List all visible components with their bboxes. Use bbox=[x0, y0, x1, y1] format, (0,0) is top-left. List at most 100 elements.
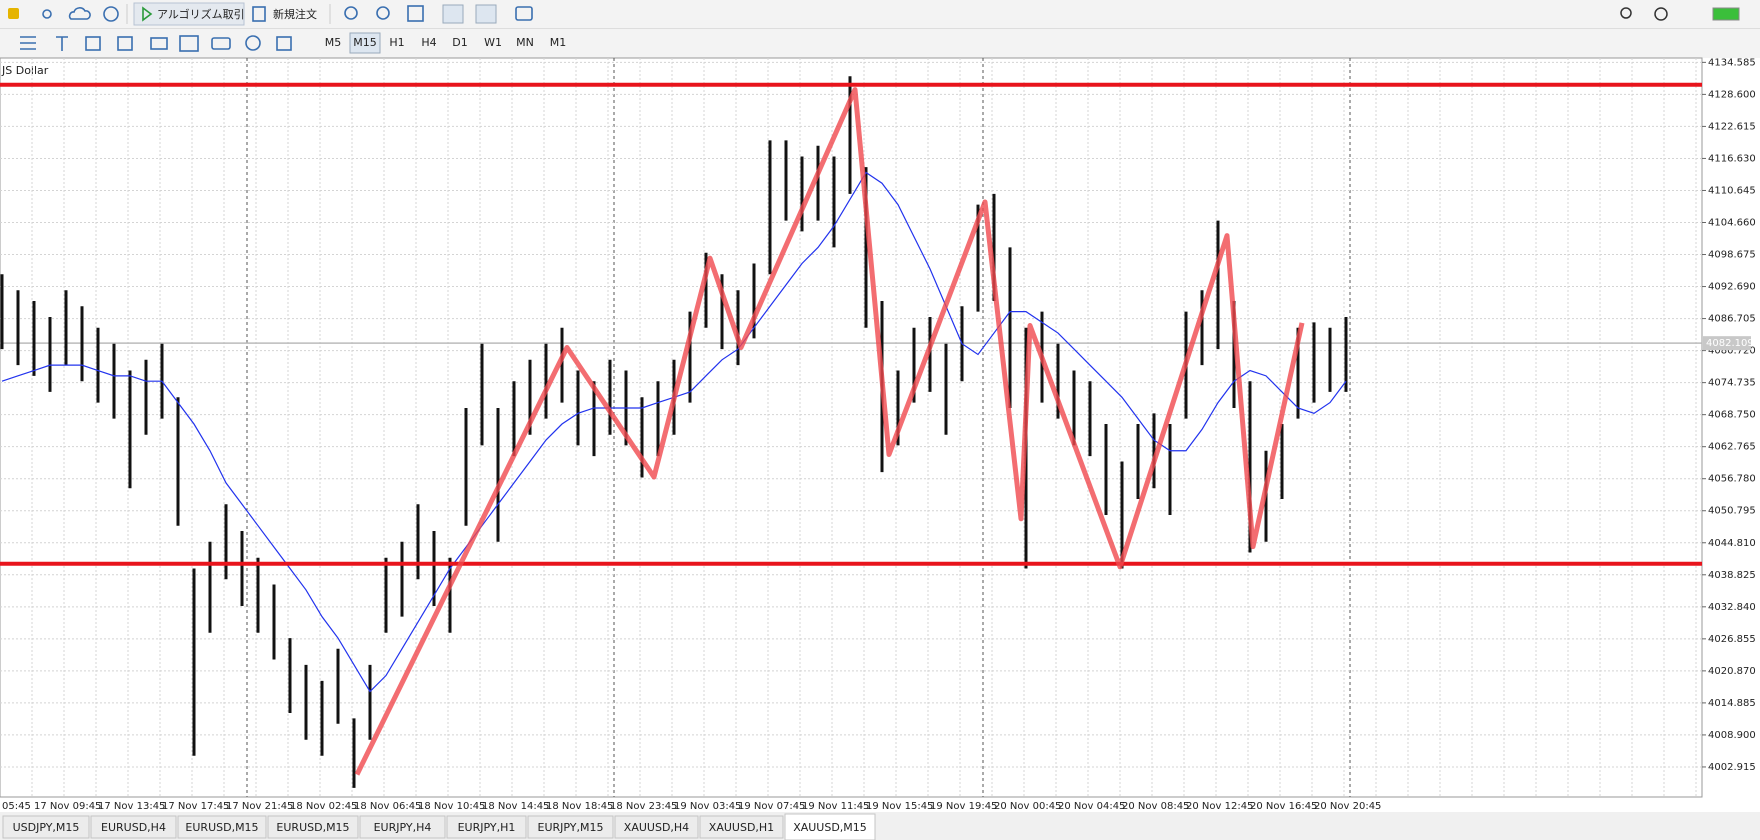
algo-button[interactable] bbox=[133, 2, 245, 26]
search-icon[interactable] bbox=[1620, 7, 1632, 19]
y-tick-label: 4068.750 bbox=[1708, 410, 1756, 421]
button-tool[interactable] bbox=[211, 37, 231, 50]
x-tick-label: 19 Nov 07:45 bbox=[738, 801, 805, 812]
tab[interactable] bbox=[699, 815, 784, 839]
zoom-out-icon[interactable] bbox=[376, 6, 390, 20]
indicator-tool[interactable] bbox=[179, 35, 199, 52]
y-tick-label: 4020.870 bbox=[1708, 666, 1756, 677]
y-tick-label: 4038.825 bbox=[1708, 570, 1756, 581]
y-tick-label: 4080.720 bbox=[1708, 346, 1756, 357]
x-tick-label: 17 Nov 17:45 bbox=[162, 801, 229, 812]
x-tick-label: 19 Nov 03:45 bbox=[674, 801, 741, 812]
tab[interactable] bbox=[446, 815, 527, 839]
tab-label[interactable]: XAUUSD,H1 bbox=[709, 821, 774, 834]
x-tick-label: 20 Nov 12:45 bbox=[1186, 801, 1253, 812]
symbol-label: JS Dollar bbox=[1, 64, 49, 77]
timeframe-active[interactable] bbox=[349, 32, 381, 54]
tab[interactable] bbox=[614, 815, 699, 839]
timeframe-button[interactable]: MN bbox=[516, 36, 534, 49]
x-tick-label: 20 Nov 04:45 bbox=[1058, 801, 1125, 812]
current-price-bg bbox=[1703, 336, 1751, 351]
shapes-tool[interactable] bbox=[245, 35, 261, 51]
tab[interactable] bbox=[267, 815, 359, 839]
tab-label[interactable]: EURJPY,H1 bbox=[458, 821, 516, 834]
tile-icon[interactable] bbox=[407, 5, 424, 22]
y-tick-label: 4122.615 bbox=[1708, 121, 1756, 132]
tab[interactable] bbox=[2, 815, 90, 839]
x-tick-label: 19 Nov 11:45 bbox=[802, 801, 869, 812]
y-tick-label: 4128.600 bbox=[1708, 89, 1756, 100]
timeframe-button[interactable]: M1 bbox=[550, 36, 567, 49]
connection-icon bbox=[1712, 7, 1740, 21]
tab[interactable] bbox=[527, 815, 614, 839]
x-tick-label: 05:45 bbox=[2, 801, 31, 812]
y-tick-label: 4050.795 bbox=[1708, 506, 1756, 517]
order-label[interactable]: 新規注文 bbox=[273, 7, 317, 21]
tab-label[interactable]: EURUSD,M15 bbox=[276, 821, 349, 834]
x-tick-label: 19 Nov 19:45 bbox=[930, 801, 997, 812]
tab-label[interactable]: XAUUSD,H4 bbox=[624, 821, 689, 834]
x-tick-label: 18 Nov 18:45 bbox=[546, 801, 613, 812]
y-tick-label: 4116.630 bbox=[1708, 153, 1756, 164]
lock-icon[interactable] bbox=[8, 8, 19, 19]
y-tick-label: 4098.675 bbox=[1708, 250, 1756, 261]
label-tool[interactable] bbox=[117, 36, 133, 51]
current-price-label: 4082.109 bbox=[1706, 338, 1754, 349]
y-tick-label: 4092.690 bbox=[1708, 282, 1756, 293]
zigzag-line bbox=[354, 87, 1305, 776]
signal-icon[interactable] bbox=[42, 9, 52, 19]
screenshot-icon[interactable] bbox=[515, 6, 533, 21]
algo-label: アルゴリズム取引 bbox=[157, 7, 245, 21]
shift-icon[interactable] bbox=[475, 4, 497, 24]
tab-label[interactable]: EURUSD,M15 bbox=[185, 821, 258, 834]
order-icon[interactable] bbox=[252, 6, 266, 22]
tab-label[interactable]: EURJPY,M15 bbox=[538, 821, 604, 834]
timeframe-button[interactable]: D1 bbox=[452, 36, 467, 49]
globe-icon[interactable] bbox=[103, 6, 119, 22]
y-tick-label: 4086.705 bbox=[1708, 314, 1756, 325]
tab[interactable] bbox=[90, 815, 177, 839]
y-tick-label: 4134.585 bbox=[1708, 57, 1756, 68]
x-tick-label: 17 Nov 09:45 bbox=[34, 801, 101, 812]
objects-tool[interactable] bbox=[276, 36, 292, 51]
tab-label[interactable]: EURUSD,H4 bbox=[101, 821, 166, 834]
tab[interactable] bbox=[177, 815, 267, 839]
tab-label[interactable]: EURJPY,H4 bbox=[374, 821, 432, 834]
y-tick-label: 4026.855 bbox=[1708, 634, 1756, 645]
x-tick-label: 18 Nov 10:45 bbox=[418, 801, 485, 812]
toolbar-row-2 bbox=[20, 35, 292, 52]
timeframe-button[interactable]: H1 bbox=[389, 36, 404, 49]
scroll-icon[interactable] bbox=[442, 4, 464, 24]
tab[interactable] bbox=[359, 815, 446, 839]
x-tick-label: 20 Nov 20:45 bbox=[1314, 801, 1381, 812]
y-tick-label: 4032.840 bbox=[1708, 602, 1756, 613]
timeframe-button[interactable]: H4 bbox=[421, 36, 436, 49]
rect-tool[interactable] bbox=[85, 36, 101, 51]
timeframe-button[interactable]: M5 bbox=[325, 36, 342, 49]
tab[interactable] bbox=[784, 813, 876, 840]
text-tool[interactable] bbox=[56, 36, 68, 51]
cloud-icon[interactable] bbox=[68, 7, 91, 20]
x-tick-label: 18 Nov 06:45 bbox=[354, 801, 421, 812]
y-tick-label: 4044.810 bbox=[1708, 538, 1756, 549]
channel-tool[interactable] bbox=[150, 37, 168, 50]
x-tick-label: 20 Nov 08:45 bbox=[1122, 801, 1189, 812]
account-icon[interactable] bbox=[1654, 7, 1668, 21]
y-tick-label: 4056.780 bbox=[1708, 474, 1756, 485]
y-tick-label: 4014.885 bbox=[1708, 698, 1756, 709]
lines-tool[interactable] bbox=[20, 36, 36, 50]
timeframe-button[interactable]: W1 bbox=[484, 36, 502, 49]
tab-label[interactable]: USDJPY,M15 bbox=[13, 821, 80, 834]
y-tick-label: 4062.765 bbox=[1708, 442, 1756, 453]
y-tick-label: 4074.735 bbox=[1708, 378, 1756, 389]
play-icon bbox=[142, 6, 153, 22]
y-tick-label: 4104.660 bbox=[1708, 217, 1756, 228]
tab-label[interactable]: XAUUSD,M15 bbox=[793, 821, 867, 834]
zoom-in-icon[interactable] bbox=[344, 6, 358, 20]
x-tick-label: 20 Nov 00:45 bbox=[994, 801, 1061, 812]
y-tick-label: 4008.900 bbox=[1708, 730, 1756, 741]
timeframe-button[interactable]: M15 bbox=[353, 36, 377, 49]
x-tick-label: 17 Nov 21:45 bbox=[226, 801, 293, 812]
y-tick-label: 4110.645 bbox=[1708, 185, 1756, 196]
